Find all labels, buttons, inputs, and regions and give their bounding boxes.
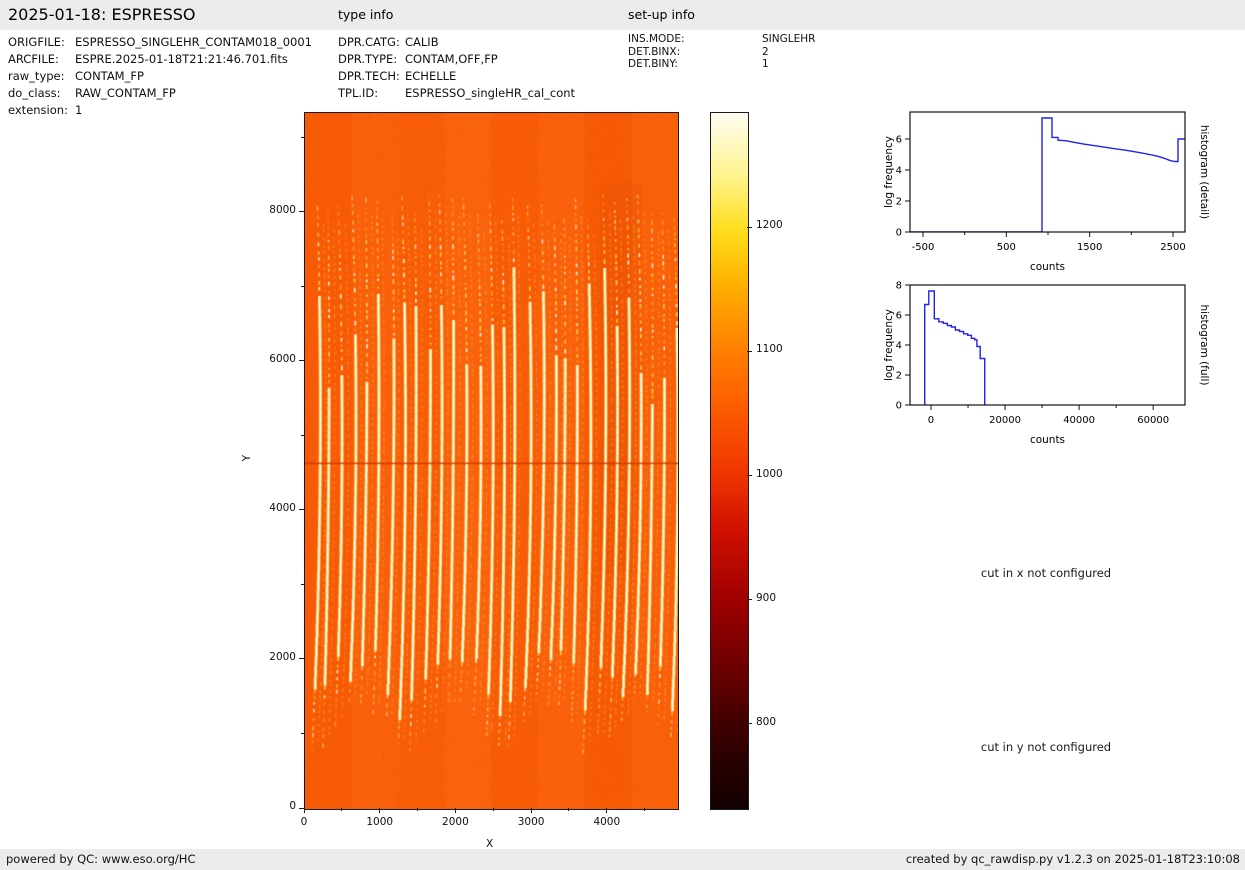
footer-bar: powered by QC: www.eso.org/HC created by… bbox=[0, 849, 1245, 870]
y-tick-label: 6 bbox=[896, 134, 902, 145]
colorbar-tick-label: 1000 bbox=[756, 467, 783, 480]
histogram-detail-chart: -500 500 1500 2500 0 2 4 6 counts log frequency hi… bbox=[883, 111, 1210, 273]
setup-info-header: set-up info bbox=[628, 7, 695, 22]
colorbar bbox=[710, 112, 749, 810]
colorbar-tick-label: 800 bbox=[756, 715, 777, 728]
footer-created-by: created by qc_rawdisp.py v1.2.3 on 2025-… bbox=[905, 852, 1240, 866]
meta-row-extension: extension: 1 bbox=[8, 103, 83, 117]
colorbar-tick-label: 1200 bbox=[756, 219, 783, 232]
histogram-full-chart: 0 20000 40000 60000 0 2 4 6 8 counts log frequency… bbox=[883, 281, 1210, 447]
colorbar-tick-label: 1100 bbox=[756, 343, 783, 356]
type-info-header: type info bbox=[338, 7, 394, 22]
y-tick-label: 0 bbox=[896, 228, 902, 239]
x-tick-label: 60000 bbox=[1137, 415, 1169, 426]
meta-row-detbinx: DET.BINX: 2 bbox=[628, 45, 769, 58]
meta-row-origfile: ORIGFILE: ESPRESSO_SINGLEHR_CONTAM018_000… bbox=[8, 35, 312, 49]
x-tick-label: 2500 bbox=[1160, 242, 1185, 253]
page-title: 2025-01-18: ESPRESSO bbox=[8, 5, 196, 24]
histogram-line bbox=[924, 290, 986, 405]
x-tick-label: 1500 bbox=[1077, 242, 1102, 253]
x-tick-label: 3000 bbox=[517, 816, 545, 828]
y-axis-label: Y bbox=[241, 454, 254, 462]
file-info-block: ORIGFILE: ESPRESSO_SINGLEHR_CONTAM018_000… bbox=[8, 34, 312, 119]
hist-x-axis-label: counts bbox=[1030, 434, 1065, 446]
x-tick-label: 2000 bbox=[442, 816, 469, 828]
y-tick-label: 2 bbox=[896, 371, 902, 382]
cut-x-message: cut in x not configured bbox=[980, 566, 1112, 580]
y-tick-label: 0 bbox=[896, 401, 902, 412]
setup-info-block: INS.MODE: SINGLEHR DET.BINX: 2 DET.BINY: 1 bbox=[628, 33, 815, 71]
raw-image-heatmap bbox=[305, 113, 678, 809]
meta-row-dprcatg: DPR.CATG: CALIB bbox=[338, 35, 439, 49]
colorbar-tick-label: 900 bbox=[756, 591, 777, 604]
y-tick-label: 4000 bbox=[269, 501, 296, 514]
raw-image-frame bbox=[304, 112, 679, 810]
type-info-block: DPR.CATG: CALIB DPR.TYPE: CONTAM,OFF,FP DP… bbox=[338, 34, 575, 102]
x-tick-label: 0 bbox=[928, 415, 934, 426]
meta-row-detbiny: DET.BINY: 1 bbox=[628, 58, 769, 70]
plot-frame bbox=[909, 111, 1186, 233]
histogram-line bbox=[910, 117, 1185, 232]
y-tick-label: 4 bbox=[896, 165, 902, 176]
x-tick-label: 1000 bbox=[366, 816, 394, 828]
y-tick-label: 2000 bbox=[269, 650, 296, 663]
meta-row-doclass: do_class: RAW_CONTAM_FP bbox=[8, 86, 176, 100]
y-tick-label: 8 bbox=[896, 281, 902, 292]
hist-right-label: histogram (detail) bbox=[1198, 125, 1210, 219]
hist-x-axis-label: counts bbox=[1030, 261, 1065, 273]
y-tick-label: 2 bbox=[896, 196, 902, 207]
y-tick-label: 8000 bbox=[269, 203, 296, 216]
header-bar: 2025-01-18: ESPRESSO type info set-up in… bbox=[0, 0, 1245, 30]
y-tick-label: 4 bbox=[896, 341, 902, 352]
hist-y-axis-label: log frequency bbox=[883, 309, 895, 381]
y-tick-label: 6000 bbox=[269, 352, 296, 365]
meta-row-dprtype: DPR.TYPE: CONTAM,OFF,FP bbox=[338, 52, 498, 66]
x-tick-label: 500 bbox=[997, 242, 1016, 253]
y-tick-label: 0 bbox=[289, 800, 296, 812]
meta-row-tplid: TPL.ID: ESPRESSO_singleHR_cal_cont bbox=[338, 86, 576, 100]
meta-row-arcfile: ARCFILE: ESPRE.2025-01-18T21:21:46.701.fi… bbox=[8, 52, 288, 66]
y-tick-label: 6 bbox=[896, 311, 902, 322]
x-tick-label: 0 bbox=[300, 816, 308, 828]
x-tick-label: 4000 bbox=[593, 816, 621, 828]
meta-row-insmode: INS.MODE: SINGLEHR bbox=[628, 33, 816, 45]
x-tick-label: 40000 bbox=[1063, 415, 1095, 426]
x-tick-label: -500 bbox=[912, 242, 935, 253]
cut-y-message: cut in y not configured bbox=[980, 740, 1112, 754]
x-axis-label: X bbox=[486, 838, 494, 850]
hist-y-axis-label: log frequency bbox=[883, 136, 895, 208]
x-tick-label: 20000 bbox=[989, 415, 1021, 426]
plot-frame bbox=[909, 284, 1186, 406]
hist-right-label: histogram (full) bbox=[1198, 305, 1210, 386]
meta-row-rawtype: raw_type: CONTAM_FP bbox=[8, 69, 144, 83]
meta-row-dprtech: DPR.TECH: ECHELLE bbox=[338, 69, 457, 83]
footer-powered-by: powered by QC: www.eso.org/HC bbox=[6, 852, 196, 866]
